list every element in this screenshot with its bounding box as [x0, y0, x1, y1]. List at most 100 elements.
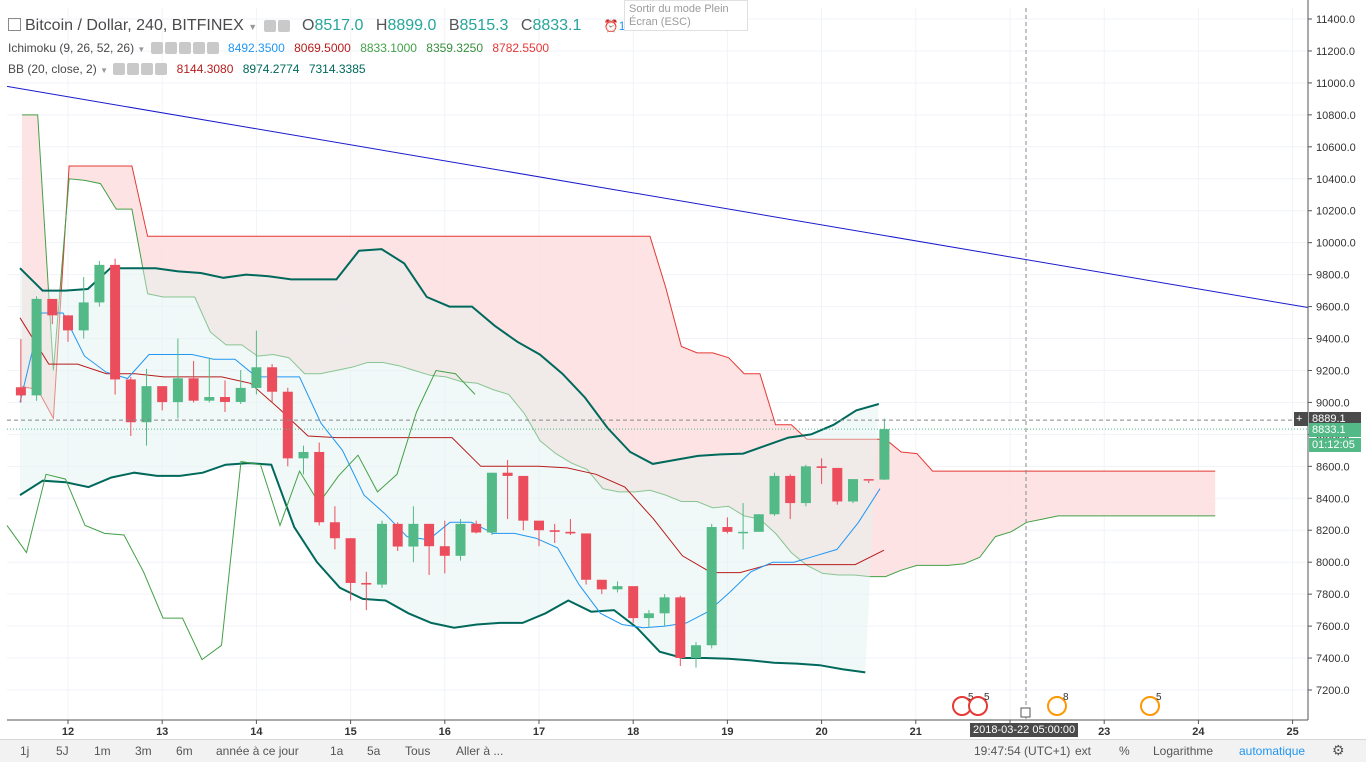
lock-icon[interactable]: [1020, 707, 1031, 718]
candle-body[interactable]: [15, 387, 26, 396]
close-icon[interactable]: [206, 42, 219, 54]
ichimoku-name[interactable]: Ichimoku (9, 26, 52, 26): [8, 41, 135, 55]
candle-body[interactable]: [643, 613, 654, 619]
event-flag[interactable]: 8: [1047, 692, 1069, 716]
candle-body[interactable]: [47, 298, 58, 316]
candle-body[interactable]: [125, 379, 136, 423]
candle-body[interactable]: [94, 264, 105, 303]
candles[interactable]: [15, 258, 890, 668]
candle-body[interactable]: [329, 522, 340, 539]
candle-body[interactable]: [706, 527, 717, 646]
candle-body[interactable]: [204, 396, 215, 401]
candle-body[interactable]: [267, 367, 278, 392]
eye-icon[interactable]: [113, 63, 126, 75]
candle-body[interactable]: [753, 514, 764, 532]
gear-icon[interactable]: [127, 63, 140, 75]
range-ytd-button[interactable]: année à ce jour: [216, 744, 299, 758]
price-axis[interactable]: 11400.0 11200.0 11000.0 10800.0 10600.0 10400…: [1307, 0, 1366, 740]
candle-body[interactable]: [848, 479, 858, 502]
candle-body[interactable]: [408, 523, 419, 547]
candle-body[interactable]: [816, 466, 827, 468]
candle-body[interactable]: [518, 475, 529, 521]
range-3m-button[interactable]: 3m: [135, 744, 152, 758]
candle-body[interactable]: [691, 645, 701, 659]
candle-body[interactable]: [361, 582, 372, 585]
candle-body[interactable]: [549, 530, 560, 532]
chevron-down-icon[interactable]: ▼: [248, 22, 258, 32]
symbol-title[interactable]: Bitcoin / Dollar, 240, BITFINEX: [25, 17, 244, 34]
candle-body[interactable]: [188, 378, 199, 401]
alerts-count[interactable]: 1: [618, 19, 626, 33]
candle-body[interactable]: [628, 586, 639, 619]
candle-body[interactable]: [78, 302, 89, 331]
candle-body[interactable]: [392, 523, 403, 547]
source-icon[interactable]: [178, 42, 191, 54]
candle-body[interactable]: [534, 520, 544, 531]
percent-scale-toggle[interactable]: %: [1119, 744, 1130, 758]
candle-body[interactable]: [141, 386, 152, 423]
range-5d-button[interactable]: 5J: [56, 744, 69, 758]
range-1m-button[interactable]: 1m: [94, 744, 111, 758]
candle-body[interactable]: [863, 479, 874, 481]
collapse-legend-icon[interactable]: [8, 18, 21, 31]
extended-hours-toggle[interactable]: ext: [1075, 744, 1092, 758]
candle-body[interactable]: [455, 523, 466, 556]
candle-body[interactable]: [220, 396, 230, 402]
candle-body[interactable]: [110, 264, 121, 380]
candle-body[interactable]: [612, 586, 623, 590]
range-5y-button[interactable]: 5a: [367, 744, 381, 758]
candle-body[interactable]: [157, 386, 168, 403]
candle-body[interactable]: [31, 298, 42, 396]
chevron-down-icon[interactable]: ▼: [137, 45, 146, 54]
candle-body[interactable]: [785, 475, 796, 504]
range-6m-button[interactable]: 6m: [176, 744, 193, 758]
candle-body[interactable]: [471, 523, 482, 533]
auto-scale-toggle[interactable]: automatique: [1239, 744, 1306, 758]
candle-body[interactable]: [345, 538, 356, 583]
eye-icon[interactable]: [263, 20, 276, 32]
time-axis[interactable]: 1213141516171819202122232425: [7, 719, 1308, 738]
candle-body[interactable]: [502, 472, 513, 476]
range-1y-button[interactable]: 1a: [330, 744, 344, 758]
eye-icon[interactable]: [150, 42, 163, 54]
clock-timezone[interactable]: 19:47:54 (UTC+1): [974, 744, 1071, 758]
gear-icon[interactable]: [277, 20, 290, 32]
range-all-button[interactable]: Tous: [405, 744, 431, 758]
more-icon[interactable]: [192, 42, 205, 54]
range-1d-button[interactable]: 1j: [20, 744, 30, 758]
candle-body[interactable]: [439, 546, 450, 556]
candle-body[interactable]: [800, 466, 811, 504]
event-flag[interactable]: 5: [968, 692, 990, 716]
candle-body[interactable]: [769, 475, 780, 515]
candle-body[interactable]: [486, 472, 497, 533]
candle-body[interactable]: [832, 467, 843, 502]
candle-body[interactable]: [596, 579, 607, 590]
goto-date-button[interactable]: Aller à ...: [456, 744, 504, 758]
candle-body[interactable]: [251, 367, 262, 388]
candle-body[interactable]: [298, 451, 309, 459]
candle-body[interactable]: [879, 429, 890, 480]
candle-body[interactable]: [314, 451, 325, 523]
candle-body[interactable]: [235, 387, 246, 402]
candle-body[interactable]: [659, 597, 670, 614]
event-flag[interactable]: 5: [1140, 692, 1162, 716]
candle-body[interactable]: [172, 378, 183, 403]
candle-body[interactable]: [675, 597, 686, 659]
candle-body[interactable]: [282, 391, 293, 459]
trend-line[interactable]: [6, 85, 1309, 309]
close-icon[interactable]: [155, 63, 168, 75]
candle-body[interactable]: [722, 527, 733, 532]
log-scale-toggle[interactable]: Logarithme: [1153, 744, 1214, 758]
alarm-clock-icon[interactable]: ⏰: [603, 19, 619, 33]
add-alert-icon[interactable]: +: [1294, 412, 1308, 426]
price-chart[interactable]: 11400.0 11200.0 11000.0 10800.0 10600.0 10400…: [0, 0, 1366, 740]
candle-body[interactable]: [424, 523, 435, 547]
candle-body[interactable]: [738, 531, 749, 534]
candle-body[interactable]: [377, 523, 387, 585]
bb-name[interactable]: BB (20, close, 2): [8, 62, 97, 76]
candle-body[interactable]: [581, 533, 592, 580]
candle-body[interactable]: [565, 531, 576, 534]
gear-icon[interactable]: [164, 42, 177, 54]
candle-body[interactable]: [63, 315, 73, 331]
